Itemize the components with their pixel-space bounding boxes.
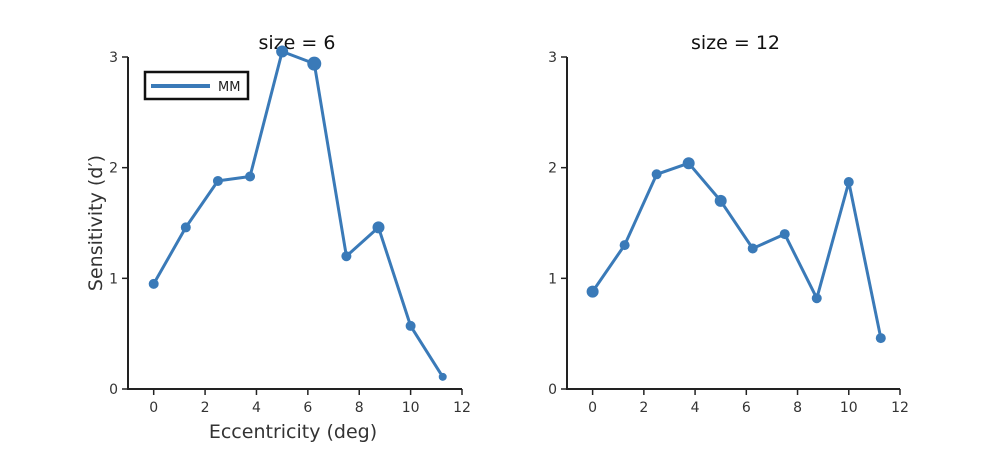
data-point <box>619 240 630 251</box>
y-axis-title: Sensitivity (d′) <box>85 155 107 291</box>
series-line <box>152 50 444 378</box>
data-point <box>586 285 599 298</box>
data-point <box>682 157 695 170</box>
data-point <box>714 194 727 207</box>
data-point <box>875 333 886 344</box>
data-point <box>405 320 416 331</box>
data-point <box>148 278 159 289</box>
y-tick-label: 3 <box>109 50 118 66</box>
x-tick-label: 4 <box>691 400 700 416</box>
chart-title: size = 12 <box>691 32 780 54</box>
x-tick-label: 12 <box>891 400 909 416</box>
y-tick-label: 1 <box>548 271 557 287</box>
y-tick-label: 0 <box>109 382 118 398</box>
data-point <box>245 171 256 182</box>
x-axis-title: Eccentricity (deg) <box>209 421 377 443</box>
x-tick-label: 6 <box>303 400 312 416</box>
x-tick-label: 2 <box>201 400 210 416</box>
x-tick-label: 8 <box>793 400 802 416</box>
data-point <box>212 175 223 186</box>
y-tick-label: 2 <box>548 161 557 177</box>
x-tick-label: 6 <box>742 400 751 416</box>
x-tick-label: 4 <box>252 400 261 416</box>
data-point <box>843 177 854 188</box>
y-tick-label: 1 <box>109 271 118 287</box>
y-tick-label: 0 <box>548 382 557 398</box>
x-tick-label: 8 <box>355 400 364 416</box>
x-tick-label: 0 <box>588 400 597 416</box>
x-tick-label: 12 <box>453 400 471 416</box>
x-tick-label: 10 <box>402 400 420 416</box>
legend-label: MM <box>218 80 240 95</box>
x-tick-label: 2 <box>639 400 648 416</box>
data-point <box>747 243 758 254</box>
y-tick-label: 3 <box>548 50 557 66</box>
x-tick-label: 10 <box>840 400 858 416</box>
data-point <box>651 169 662 180</box>
data-point <box>307 56 322 71</box>
series-line <box>591 161 883 339</box>
legend: MM <box>143 70 250 101</box>
data-point <box>811 293 822 304</box>
data-point <box>779 229 790 240</box>
data-point <box>180 222 191 233</box>
data-point <box>341 251 352 262</box>
data-point <box>372 221 385 234</box>
data-point <box>276 45 289 58</box>
y-tick-label: 2 <box>109 161 118 177</box>
data-point <box>438 372 447 381</box>
x-tick-label: 0 <box>149 400 158 416</box>
chart-title: size = 6 <box>259 32 336 54</box>
